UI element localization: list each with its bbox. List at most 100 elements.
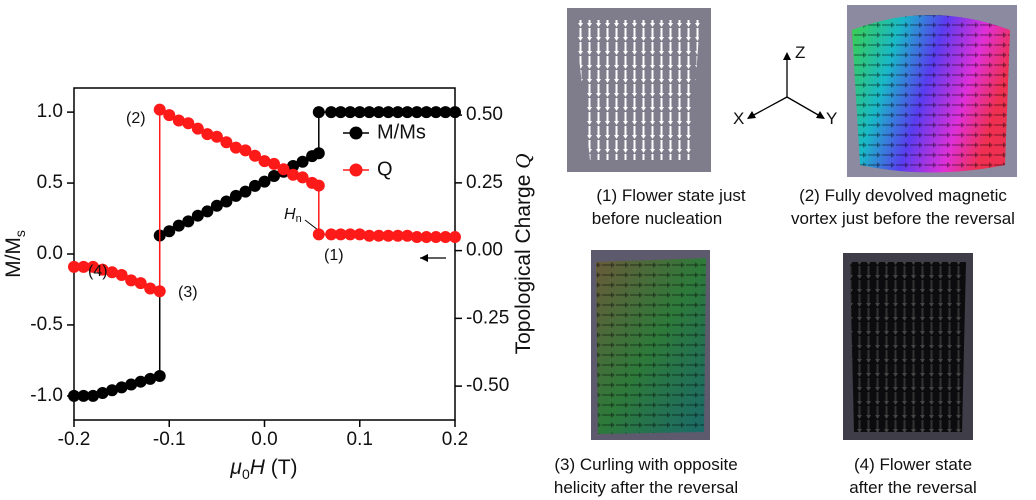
data-point <box>220 195 233 208</box>
x-axis-label-part: (T) <box>265 456 298 479</box>
axes-icon: Z X Y <box>733 43 837 128</box>
data-point <box>325 106 338 119</box>
annotation: (2) <box>126 110 146 127</box>
data-point <box>401 229 414 242</box>
caption: after the reversal <box>849 478 977 497</box>
data-point <box>420 106 433 119</box>
panel-4 <box>843 253 973 440</box>
data-point <box>258 175 271 188</box>
data-point <box>363 229 376 242</box>
annotation-part: n <box>296 213 302 225</box>
x-tick-label: -0.1 <box>153 429 186 450</box>
legend-label: M/Ms <box>377 121 426 143</box>
panel-2 <box>847 5 1017 177</box>
data-point <box>115 381 128 394</box>
render-arrows <box>575 20 700 160</box>
data-point <box>439 106 452 119</box>
y2-tick-label: -0.50 <box>466 375 509 396</box>
data-point <box>68 260 80 273</box>
data-point <box>163 109 176 122</box>
data-point <box>220 136 233 149</box>
data-point <box>77 389 90 402</box>
data-point <box>96 387 109 400</box>
panel-3 <box>591 250 710 440</box>
y2-tick-label: 0.50 <box>466 104 503 125</box>
data-point <box>191 209 204 222</box>
data-point <box>439 231 452 244</box>
data-point <box>172 219 185 232</box>
caption: (2) Fully devolved magnetic <box>799 186 1007 205</box>
data-point <box>449 231 461 244</box>
data-point <box>391 106 404 119</box>
data-point <box>144 282 157 295</box>
data-point <box>248 179 261 192</box>
data-point <box>334 228 347 241</box>
data-point <box>87 389 100 402</box>
chart: -0.2 -0.1 0.0 0.1 0.2 -1.0 -0.5 0.0 0.5 1.0 -0.50 -… <box>2 87 535 482</box>
render-arrows <box>852 15 1010 173</box>
data-point <box>68 389 80 402</box>
data-point <box>134 277 147 290</box>
y2-axis-label: Topological Charge Q <box>511 154 535 355</box>
data-point <box>312 106 325 119</box>
data-point <box>239 144 252 157</box>
data-point <box>344 228 357 241</box>
data-point <box>229 141 242 154</box>
data-point <box>287 168 300 181</box>
data-point <box>229 189 242 202</box>
data-point <box>312 179 325 192</box>
data-point <box>182 117 195 130</box>
data-point <box>334 106 347 119</box>
data-point <box>106 384 119 397</box>
data-point <box>87 260 100 273</box>
render-arrows <box>850 262 966 432</box>
data-point <box>239 185 252 198</box>
axis-z-label: Z <box>795 43 805 62</box>
data-point <box>106 266 119 279</box>
data-point <box>401 106 414 119</box>
x-axis-label: μ0H (T) <box>229 456 297 482</box>
panel-1 <box>567 8 711 172</box>
axis-x-label: X <box>733 109 744 128</box>
data-point <box>96 263 109 276</box>
data-point <box>268 157 281 170</box>
data-point <box>258 155 271 168</box>
data-point <box>172 114 185 127</box>
y-tick-label: 1.0 <box>37 101 63 122</box>
annotation: (4) <box>88 263 108 280</box>
data-point <box>296 171 309 184</box>
y-axis-label: M/Ms <box>2 230 28 278</box>
data-point <box>191 122 204 135</box>
data-point <box>134 375 147 388</box>
data-point <box>210 130 223 143</box>
x-tick-label: -0.2 <box>58 429 91 450</box>
data-point <box>115 269 128 282</box>
data-point <box>201 128 214 141</box>
y2-tick-label: -0.25 <box>466 307 509 328</box>
data-point <box>277 163 290 176</box>
annotation: (3) <box>178 284 198 301</box>
x-tick-label: 0.2 <box>442 429 468 450</box>
annotation: Hn <box>284 206 302 225</box>
x-axis-label-part: H <box>250 456 266 479</box>
data-point <box>312 228 325 241</box>
data-point <box>449 106 461 119</box>
data-point <box>153 103 166 116</box>
series-line <box>74 111 455 397</box>
y-tick-label: 0.5 <box>37 172 63 193</box>
data-point <box>248 149 261 162</box>
data-point <box>353 228 366 241</box>
data-point <box>382 229 395 242</box>
x-tick-label: 0.0 <box>251 429 277 450</box>
y2-axis-label-part: Q <box>511 154 535 169</box>
data-point <box>363 106 376 119</box>
legend-marker <box>349 126 363 140</box>
render-arrows <box>596 258 706 434</box>
data-point <box>287 160 300 173</box>
data-point <box>344 106 357 119</box>
caption: helicity after the reversal <box>554 478 738 497</box>
data-point <box>163 225 176 238</box>
y-tick-label: -1.0 <box>30 385 63 406</box>
axis-y-label: Y <box>826 109 837 128</box>
